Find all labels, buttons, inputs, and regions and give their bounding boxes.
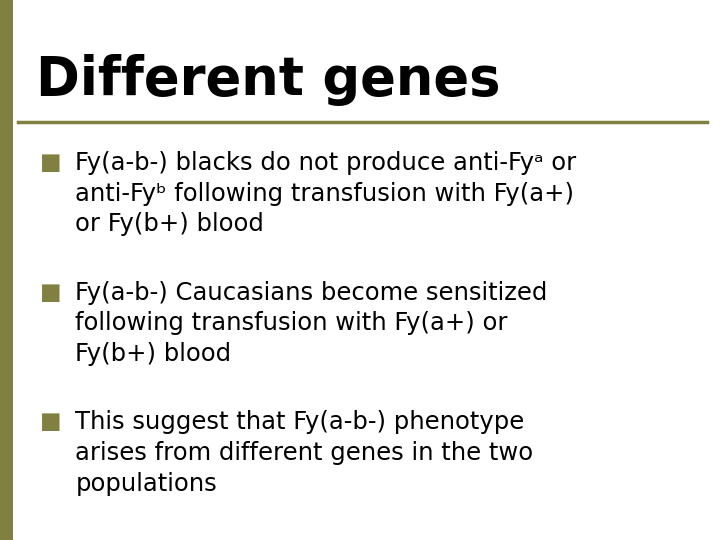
Text: ■: ■ — [40, 151, 61, 174]
Text: ■: ■ — [40, 410, 61, 434]
Text: Fy(a-b-) blacks do not produce anti-Fyᵃ or
anti-Fyᵇ following transfusion with F: Fy(a-b-) blacks do not produce anti-Fyᵃ … — [76, 151, 577, 237]
FancyBboxPatch shape — [0, 0, 13, 540]
Text: This suggest that Fy(a-b-) phenotype
arises from different genes in the two
popu: This suggest that Fy(a-b-) phenotype ari… — [76, 410, 534, 496]
Text: Fy(a-b-) Caucasians become sensitized
following transfusion with Fy(a+) or
Fy(b+: Fy(a-b-) Caucasians become sensitized fo… — [76, 281, 548, 366]
Text: ■: ■ — [40, 281, 61, 304]
Text: Different genes: Different genes — [36, 54, 500, 106]
